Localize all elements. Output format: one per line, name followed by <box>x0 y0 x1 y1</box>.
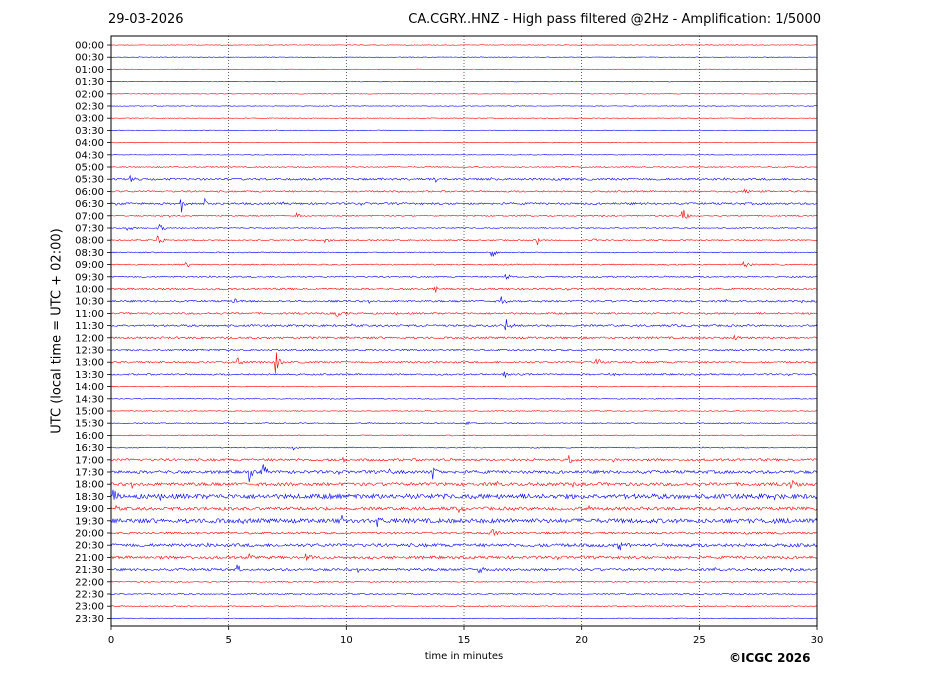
y-tick-label-0030: 00:30 <box>75 53 104 64</box>
trace-0300 <box>110 117 818 120</box>
chart-title: CA.CGRY..HNZ - High pass filtered @2Hz -… <box>408 12 821 27</box>
y-tick-label-0330: 03:30 <box>75 126 104 137</box>
y-tick-label-2100: 21:00 <box>75 553 104 564</box>
y-axis-label: UTC (local time = UTC + 02:00) <box>49 228 65 434</box>
y-tick-label-0700: 07:00 <box>75 211 104 222</box>
trace-1130 <box>110 319 818 331</box>
trace-0500 <box>110 166 818 168</box>
y-tick-label-2230: 22:30 <box>75 590 104 601</box>
trace-0600 <box>110 188 818 194</box>
trace-layer <box>110 44 818 620</box>
trace-1230 <box>110 348 818 352</box>
y-tick-label-0000: 00:00 <box>75 41 104 52</box>
y-tick-label-0830: 08:30 <box>75 248 104 259</box>
x-tick-label-20: 20 <box>575 635 588 646</box>
trace-1330 <box>110 371 818 378</box>
y-tick-label-1200: 12:00 <box>75 333 104 344</box>
y-tick-label-1130: 11:30 <box>75 321 104 332</box>
trace-1200 <box>110 334 818 341</box>
trace-1800 <box>110 479 818 490</box>
y-tick-label-0530: 05:30 <box>75 175 104 186</box>
trace-1400 <box>110 385 818 388</box>
grid-layer <box>228 36 700 626</box>
y-tick-label-1600: 16:00 <box>75 431 104 442</box>
trace-0430 <box>110 153 818 156</box>
y-tick-label-0800: 08:00 <box>75 236 104 247</box>
y-tick-label-1700: 17:00 <box>75 455 104 466</box>
y-tick-label-1030: 10:30 <box>75 297 104 308</box>
y-tick-label-1800: 18:00 <box>75 480 104 491</box>
y-tick-label-0730: 07:30 <box>75 224 104 235</box>
y-tick-label-1430: 14:30 <box>75 394 104 405</box>
y-tick-label-0900: 09:00 <box>75 260 104 271</box>
trace-0630 <box>110 197 818 213</box>
y-tick-label-2300: 23:00 <box>75 602 104 613</box>
y-tick-label-1100: 11:00 <box>75 309 104 320</box>
y-tick-label-1400: 14:00 <box>75 382 104 393</box>
trace-1100 <box>110 311 818 317</box>
y-tick-label-0200: 02:00 <box>75 89 104 100</box>
y-tick-label-0100: 01:00 <box>75 65 104 76</box>
y-tick-label-2000: 20:00 <box>75 529 104 540</box>
trace-0400 <box>110 141 818 144</box>
x-tick-label-10: 10 <box>340 635 353 646</box>
plot-frame <box>110 35 818 627</box>
date-label: 29-03-2026 <box>108 12 184 27</box>
trace-0330 <box>110 129 818 132</box>
y-tick-label-1500: 15:00 <box>75 407 104 418</box>
x-tick-label-5: 5 <box>225 635 231 646</box>
y-tick-label-1230: 12:30 <box>75 346 104 357</box>
y-tick-label-0630: 06:30 <box>75 199 104 210</box>
x-tick-layer: 0 5 10 15 20 25 30 <box>108 626 824 646</box>
y-tick-label-0930: 09:30 <box>75 272 104 283</box>
trace-1300 <box>110 352 818 374</box>
y-tick-label-0400: 04:00 <box>75 138 104 149</box>
y-tick-label-0300: 03:00 <box>75 114 104 125</box>
trace-1730 <box>110 464 818 482</box>
y-tick-label-0430: 04:30 <box>75 150 104 161</box>
y-tick-label-0230: 02:30 <box>75 102 104 113</box>
y-tick-label-0130: 01:30 <box>75 77 104 88</box>
trace-2100 <box>110 552 818 561</box>
x-tick-label-25: 25 <box>693 635 706 646</box>
trace-1900 <box>110 504 818 514</box>
x-tick-label-15: 15 <box>458 635 471 646</box>
trace-0530 <box>110 174 818 183</box>
y-tick-label-1830: 18:30 <box>75 492 104 503</box>
trace-2000 <box>110 529 818 537</box>
trace-2130 <box>110 564 818 574</box>
y-tick-label-1530: 15:30 <box>75 419 104 430</box>
y-tick-label-2200: 22:00 <box>75 577 104 588</box>
y-tick-label-2130: 21:30 <box>75 565 104 576</box>
y-tick-label-0600: 06:00 <box>75 187 104 198</box>
y-tick-label-1330: 13:30 <box>75 370 104 381</box>
x-axis-label: time in minutes <box>424 651 504 662</box>
y-tick-label-0500: 05:00 <box>75 163 104 174</box>
y-tick-label-2330: 23:30 <box>75 614 104 625</box>
y-tick-label-1300: 13:00 <box>75 358 104 369</box>
y-tick-label-1630: 16:30 <box>75 443 104 454</box>
x-tick-label-30: 30 <box>811 635 824 646</box>
y-tick-label-2030: 20:30 <box>75 541 104 552</box>
copyright-label: ©ICGC 2026 <box>729 651 811 665</box>
x-tick-label-0: 0 <box>108 635 114 646</box>
y-tick-label-1000: 10:00 <box>75 285 104 296</box>
y-tick-label-1900: 19:00 <box>75 504 104 515</box>
y-tick-label-1930: 19:30 <box>75 516 104 527</box>
y-tick-label-1730: 17:30 <box>75 468 104 479</box>
